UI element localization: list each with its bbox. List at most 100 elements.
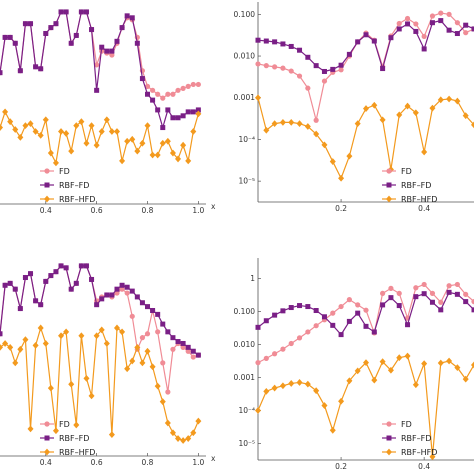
series-line [0, 325, 199, 442]
data-point [263, 387, 270, 395]
data-point [134, 147, 141, 155]
data-point [0, 343, 3, 351]
data-point [134, 294, 140, 300]
data-point [63, 328, 70, 336]
data-point [119, 25, 125, 31]
legend-marker [44, 435, 50, 441]
data-point [124, 365, 131, 373]
data-point [58, 9, 64, 15]
data-point [175, 115, 181, 121]
data-point [255, 360, 261, 366]
data-point [454, 291, 460, 297]
data-point [63, 130, 70, 137]
data-point [438, 307, 444, 313]
data-point [297, 303, 303, 309]
y-tick-label: 0.001 [234, 93, 256, 102]
data-point [288, 118, 295, 126]
data-point [93, 141, 100, 149]
data-point [429, 20, 435, 26]
data-point [124, 13, 130, 19]
data-point [17, 306, 23, 312]
data-point [304, 123, 311, 130]
data-point [371, 376, 378, 384]
y-tick-label: 0.001 [234, 373, 256, 382]
data-point [396, 354, 403, 362]
data-point [421, 360, 428, 368]
data-point [454, 281, 460, 288]
data-point [321, 402, 328, 409]
data-point [154, 382, 161, 390]
data-point [396, 111, 403, 119]
data-point [150, 308, 156, 313]
data-point [346, 297, 352, 303]
data-point [27, 120, 34, 128]
data-point [272, 312, 278, 318]
data-point [103, 116, 110, 124]
y-tick-label: 0.100 [234, 10, 256, 19]
data-point [129, 288, 135, 294]
data-point [83, 9, 89, 15]
series-line [257, 12, 474, 121]
data-point [145, 91, 151, 97]
data-point [346, 51, 352, 57]
series-rbf-fd [255, 289, 474, 338]
y-tick-label: 1 [250, 274, 255, 283]
x-tick-label: 0.8 [142, 206, 154, 215]
data-point [471, 299, 474, 305]
data-point [119, 157, 126, 165]
data-point [94, 87, 100, 93]
data-point [429, 13, 436, 19]
y-tick-label: 10⁻⁵ [238, 439, 255, 448]
data-point [413, 21, 419, 27]
series-rbf-hfd [0, 108, 202, 167]
data-point [164, 137, 171, 145]
data-point [313, 130, 320, 138]
data-point [363, 323, 369, 329]
data-point [462, 375, 469, 383]
data-point [255, 37, 261, 43]
legend-marker [386, 182, 392, 188]
series-fd [255, 10, 474, 123]
legend-label: FD [59, 167, 70, 176]
data-point [129, 135, 136, 143]
data-point [313, 387, 320, 395]
series-rbf-fd [0, 9, 201, 131]
data-point [42, 340, 49, 347]
data-point [109, 48, 115, 54]
data-point [185, 344, 191, 350]
data-point [185, 348, 191, 354]
legend-marker [386, 195, 392, 203]
legend-label: FD [401, 167, 412, 176]
data-point [94, 302, 100, 308]
x-tick-label: 0.2 [335, 462, 347, 471]
data-point [190, 109, 196, 115]
data-point [17, 345, 24, 353]
data-point [12, 40, 18, 46]
data-point [88, 392, 95, 400]
x-tick-label: 0.2 [335, 204, 347, 213]
data-point [109, 52, 115, 58]
data-point [33, 298, 39, 304]
data-point [446, 11, 452, 17]
data-point [412, 381, 419, 389]
data-point [139, 335, 146, 341]
data-point [363, 307, 369, 313]
data-point [388, 285, 394, 291]
data-point [160, 321, 166, 327]
x-tick-label: 0.4 [40, 458, 52, 467]
data-point [305, 304, 311, 310]
data-point [149, 87, 156, 93]
data-point [305, 85, 311, 91]
data-point [180, 344, 186, 350]
data-point [52, 427, 59, 435]
y-tick-label: 0.010 [234, 340, 256, 349]
data-point [462, 112, 469, 120]
data-point [2, 340, 9, 347]
data-point [113, 128, 120, 135]
legend-marker [386, 421, 392, 427]
data-point [139, 300, 145, 306]
data-point [58, 128, 65, 135]
data-point [263, 38, 269, 44]
x-tick-label: 0.6 [91, 458, 103, 467]
